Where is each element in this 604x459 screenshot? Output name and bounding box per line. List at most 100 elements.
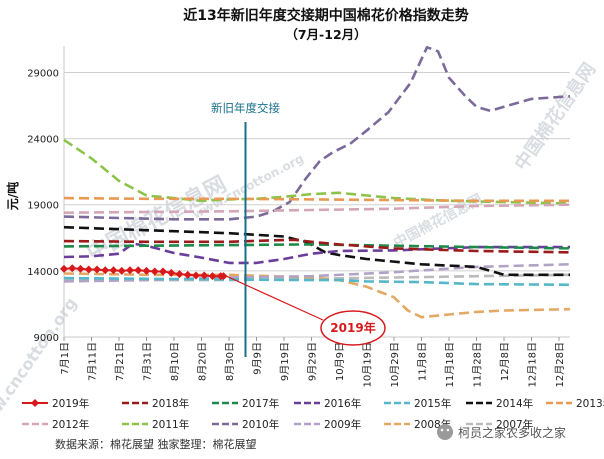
y-tick-label: 29000 — [27, 68, 59, 79]
series-line — [63, 272, 571, 319]
legend-item: 2019年 — [22, 397, 89, 410]
data-point — [200, 271, 209, 280]
series-line — [63, 196, 570, 203]
data-point — [68, 264, 77, 273]
legend-label: 2015年 — [414, 397, 451, 410]
legend-label: 2007年 — [496, 418, 533, 431]
data-point — [84, 265, 93, 274]
data-point — [167, 268, 176, 277]
y-tick-label: 14000 — [27, 267, 59, 278]
legend-item: 2011年 — [122, 418, 189, 431]
data-point — [192, 271, 200, 280]
data-point — [142, 266, 151, 275]
data-point — [159, 267, 167, 276]
annotation-layer: 新旧年度交接 2019年 — [211, 101, 386, 357]
watermark-text: 中国棉花信息网 — [510, 59, 600, 175]
x-tick-label: 7月11日 — [87, 342, 99, 381]
series-2013年 — [63, 196, 570, 203]
legend-marker — [31, 399, 39, 407]
data-point — [175, 270, 184, 279]
x-tick-label: 11月18日 — [444, 342, 456, 387]
legend-label: 2014年 — [496, 397, 533, 410]
series-line — [63, 242, 570, 265]
x-tick-label: 12月18日 — [527, 342, 539, 387]
legend-label: 2009年 — [324, 418, 361, 431]
series-2018年 — [63, 238, 571, 254]
x-tick-label: 7月1日 — [59, 342, 71, 375]
legend-item: 2017年 — [212, 397, 279, 410]
legend-item: 2018年 — [122, 397, 189, 410]
data-point — [109, 266, 118, 275]
y-axis-ticks: 9000 14000 19000 24000 29000 — [27, 68, 59, 344]
data-point — [134, 266, 143, 275]
series-line — [63, 203, 571, 214]
series-2017年 — [63, 243, 571, 250]
x-tick-label: 8月20日 — [197, 342, 209, 381]
series-2019年 — [60, 264, 228, 281]
legend-item: 2014年 — [466, 397, 533, 410]
data-point — [101, 266, 110, 275]
y-axis-label: 元/吨 — [5, 182, 20, 210]
x-tick-label: 10月19日 — [362, 342, 374, 387]
x-tick-label: 8月30日 — [224, 342, 236, 381]
legend-item: 2007年 — [466, 418, 533, 431]
x-tick-label: 11月28日 — [472, 342, 484, 387]
legend-label: 2019年 — [52, 397, 89, 410]
legend-label: 2018年 — [152, 397, 189, 410]
legend-label: 2017年 — [242, 397, 279, 410]
series-2008年 — [63, 272, 571, 319]
watermark-layer: 中国棉花信息网www.cncotton.org中国棉花信息网www.cncott… — [0, 59, 600, 440]
series-2010年 — [63, 45, 571, 221]
data-point — [60, 264, 68, 273]
x-tick-label: 10月29日 — [389, 342, 401, 387]
series-line — [63, 138, 571, 205]
x-tick-label: 12月8日 — [499, 342, 511, 381]
x-axis-ticks: 7月1日 7月11日 7月21日 7月31日 8月10日 8月20日 8月30日 9月9日 9月… — [59, 337, 566, 387]
x-tick-label: 7月31日 — [142, 342, 154, 381]
series-2015年 — [63, 276, 571, 287]
series-2016年 — [63, 242, 570, 265]
x-tick-label: 9月29日 — [307, 342, 319, 381]
data-point — [117, 266, 126, 275]
data-point — [126, 266, 134, 275]
x-tick-label: 12月28日 — [554, 342, 566, 387]
legend-item: 2009年 — [294, 418, 361, 431]
chart-subtitle: （7月-12月） — [285, 27, 366, 42]
wechat-badge: 柯员之家农多收之家 — [437, 424, 566, 440]
x-tick-label: 8月10日 — [169, 342, 181, 381]
x-tick-label: 9月19日 — [279, 342, 291, 381]
series-2012年 — [63, 203, 571, 214]
y-tick-label: 19000 — [27, 201, 59, 212]
legend-label: 2011年 — [152, 418, 189, 431]
legend-item: 2013年 — [546, 397, 604, 410]
legend-label: 2016年 — [324, 397, 361, 410]
series-line — [63, 225, 570, 277]
x-tick-label: 11月8日 — [417, 342, 429, 381]
data-point — [93, 265, 101, 274]
x-tick-label: 10月9日 — [334, 342, 346, 381]
y-tick-label: 9000 — [34, 333, 59, 344]
data-point — [208, 272, 217, 281]
legend-item: 2012年 — [22, 418, 89, 431]
legend-label: 2013年 — [576, 397, 604, 410]
x-tick-label: 7月21日 — [114, 342, 126, 381]
data-point — [183, 270, 192, 279]
legend-item: 2015年 — [384, 397, 451, 410]
callout-pointer — [223, 274, 324, 321]
series-layer — [60, 45, 571, 319]
callout-bubble — [320, 310, 386, 346]
legend-item: 2016年 — [294, 397, 361, 410]
legend-label: 2012年 — [52, 418, 89, 431]
data-point — [219, 272, 228, 281]
series-2011年 — [63, 138, 571, 205]
series-line — [63, 243, 571, 250]
y-tick-label: 24000 — [27, 135, 59, 146]
series-2014年 — [63, 225, 570, 277]
series-line — [63, 238, 571, 254]
series-line — [63, 45, 571, 221]
x-tick-label: 9月9日 — [252, 342, 264, 375]
wechat-badge-label: 柯员之家农多收之家 — [458, 425, 566, 440]
source-note: 数据来源：棉花展望 独家整理：棉花展望 — [55, 437, 257, 451]
series-line — [63, 276, 571, 287]
